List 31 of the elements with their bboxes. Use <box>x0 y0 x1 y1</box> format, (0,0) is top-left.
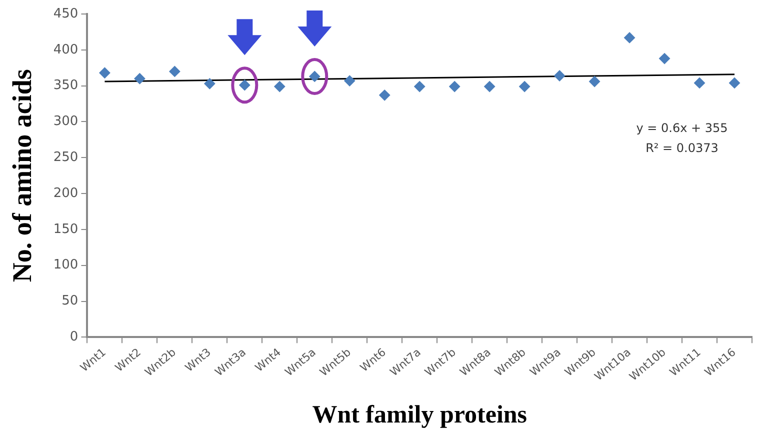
y-tick-label: 200 <box>53 186 78 201</box>
point <box>449 81 460 92</box>
point <box>729 77 740 88</box>
annotation: R² = 0.0373 <box>646 141 718 155</box>
y-tick-label: 400 <box>53 42 78 58</box>
point <box>204 78 216 90</box>
y-tick-label: 0 <box>70 330 78 345</box>
y-axis-title: No. of amino acids <box>7 69 38 282</box>
y-tick-label: 300 <box>53 114 78 130</box>
point <box>554 70 566 82</box>
y-tick-label: 50 <box>62 294 78 309</box>
point <box>344 75 356 86</box>
y-tick-label: 100 <box>53 258 78 273</box>
y-tick-label: 150 <box>53 222 78 237</box>
point <box>169 66 180 77</box>
point <box>414 81 426 92</box>
y-tick-label: 350 <box>53 78 78 94</box>
point <box>274 81 286 92</box>
point <box>659 53 670 64</box>
x-axis-title: Wnt family proteins <box>312 401 528 428</box>
point <box>134 73 146 84</box>
point <box>379 90 390 101</box>
point <box>624 32 636 44</box>
point <box>694 77 706 88</box>
point <box>589 76 600 88</box>
point <box>519 81 530 92</box>
y-tick-label: 250 <box>53 150 78 165</box>
point <box>99 67 110 78</box>
y-tick-label: 450 <box>53 6 78 22</box>
annotation: y = 0.6x + 355 <box>636 121 728 135</box>
point <box>484 81 496 92</box>
